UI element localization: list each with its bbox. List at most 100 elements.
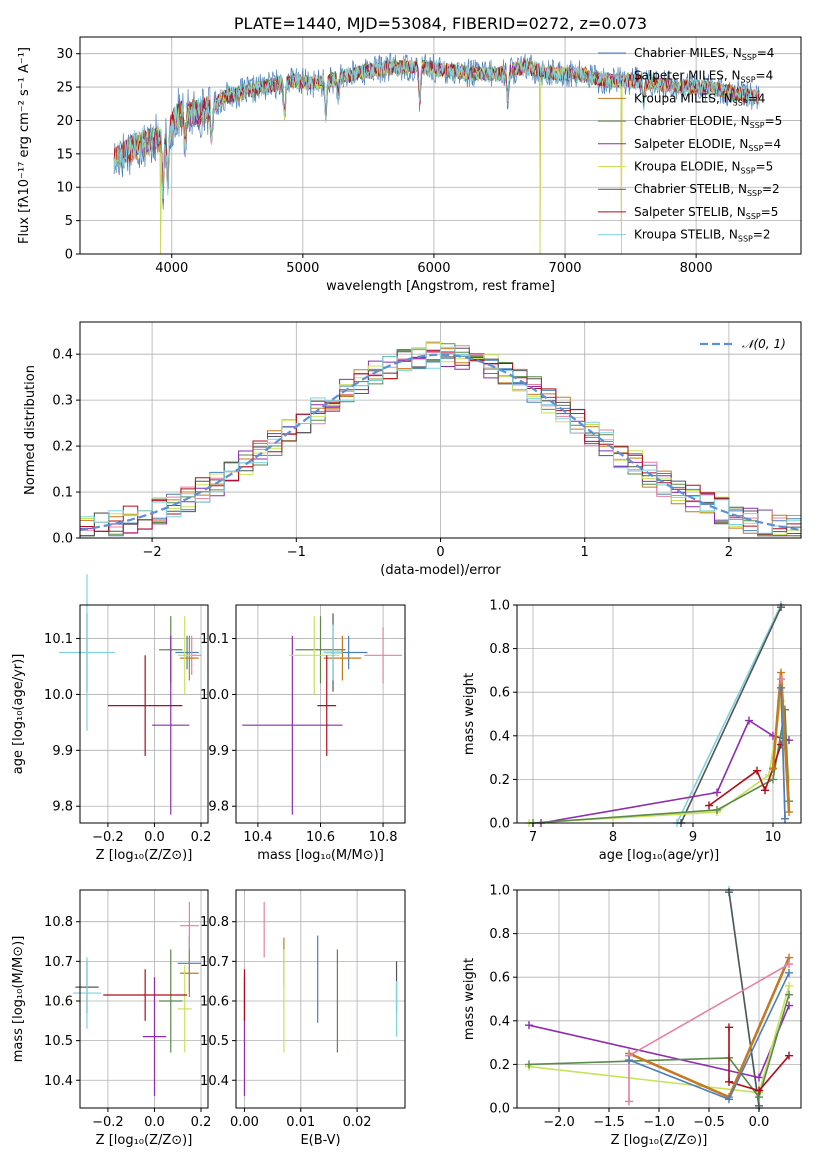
weight-marker [755, 1086, 763, 1095]
weight-marker [705, 801, 713, 810]
x-tick-label: 0.01 [286, 1115, 315, 1130]
errorbar-point [242, 635, 343, 815]
age_vs_mass-errorbars [242, 613, 402, 815]
y-tick-label: 0.0 [489, 817, 510, 832]
spectrum-frame [79, 36, 802, 255]
errorbar-point [295, 616, 346, 684]
y-tick-label: 10.8 [200, 915, 229, 930]
x-tick-label: 10 [765, 830, 782, 845]
legend-sub: SSP [742, 53, 757, 62]
weight-marker [713, 805, 721, 814]
weight_vs_Z-xlabel: Z [log₁₀(Z/Z⊙)] [611, 1133, 708, 1148]
y-tick-label: 0.0 [52, 532, 73, 547]
weight-line [728, 892, 760, 1106]
x-tick-label: −1 [287, 545, 306, 560]
legend-label: Kroupa ELODIE, N [634, 160, 741, 174]
legend-sub: SSP [741, 76, 756, 85]
errorbar-point [175, 635, 199, 670]
mass_vs_Z-errorbars [73, 901, 202, 1097]
y-tick-label: 10.1 [44, 632, 73, 647]
errorbar-point [107, 655, 183, 756]
errorbar-point [323, 635, 362, 681]
y-tick-label: 0.4 [52, 348, 73, 363]
mass_vs_EBV-frame [235, 889, 406, 1109]
weight-marker [725, 1095, 733, 1104]
weight-marker [769, 764, 777, 773]
errorbar-point [103, 969, 188, 1021]
y-tick-label: 10.8 [44, 915, 73, 930]
age_vs_Z-errorbars [59, 574, 202, 815]
y-tick-label: 10.7 [200, 955, 229, 970]
legend-sub: SSP [741, 167, 756, 176]
legend-entry: Kroupa STELIB, NSSP=2 [634, 228, 771, 244]
y-tick-label: 9.9 [208, 744, 229, 759]
errorbar-point [152, 635, 190, 815]
y-tick-label: 0.4 [489, 729, 510, 744]
weight_vs_age-frame [516, 604, 802, 824]
legend-count: =5 [765, 114, 783, 128]
legend-sub: SSP [733, 98, 748, 107]
y-tick-label: 1.0 [489, 599, 510, 614]
y-tick-label: 10 [56, 181, 73, 196]
legend-entry: Salpeter MILES, NSSP=4 [634, 69, 773, 85]
x-tick-label: 7000 [548, 261, 581, 276]
y-tick-label: 10.4 [44, 1074, 73, 1089]
weight_vs_age-ylabel: mass weight [462, 673, 477, 755]
x-tick-label: 8000 [680, 261, 713, 276]
spectrum-title: PLATE=1440, MJD=53084, FIBERID=0272, z=0… [234, 14, 647, 33]
errorbar-point [323, 624, 343, 681]
spectrum-axes: 4000 5000 6000 7000 8000 0 5 10 15 20 25 30 waveleng… [17, 14, 802, 294]
x-tick-label: 0.02 [343, 1115, 372, 1130]
errorbar-point [180, 949, 199, 998]
legend-label: Chabrier STELIB, N [634, 182, 747, 196]
weight_vs_age-axes: 7 8 9 10 0.0 0.2 0.4 0.6 0.8 1.0 age [log₁₀(age/yr… [462, 599, 802, 863]
y-tick-label: 10.5 [200, 1034, 229, 1049]
errorbar-point [59, 574, 115, 731]
age_vs_Z-xlabel: Z [log₁₀(Z/Z⊙)] [96, 848, 193, 863]
legend-count: =5 [761, 205, 779, 219]
residual-histograms [80, 341, 801, 537]
weight-marker [525, 1060, 533, 1069]
x-tick-label: −0.2 [92, 830, 124, 845]
legend-label: Chabrier MILES, N [634, 46, 742, 60]
normal-reference-curve [80, 353, 801, 531]
x-tick-label: 0.0 [144, 1115, 165, 1130]
mass_vs_Z-axes: −0.2 0.0 0.2 10.4 10.5 10.6 10.7 10.8 Z [log₁₀(Z… [11, 889, 211, 1148]
y-tick-label: 0.0 [489, 1102, 510, 1117]
y-tick-label: 0.6 [489, 686, 510, 701]
weight-marker [725, 1077, 733, 1086]
y-tick-label: 0.1 [52, 486, 73, 501]
x-tick-label: −1.0 [643, 1115, 675, 1130]
age_vs_Z-axes: −0.2 0.0 0.2 9.8 9.9 10.0 10.1 Z [log₁₀(Z/Z⊙)] a… [11, 574, 211, 863]
weight-line [676, 604, 782, 824]
x-tick-label: 9 [689, 830, 697, 845]
y-tick-label: 0.2 [489, 773, 510, 788]
weight-marker [761, 786, 769, 795]
x-tick-label: −2.0 [543, 1115, 575, 1130]
legend-label: Salpeter STELIB, N [634, 205, 746, 219]
weight-marker [625, 1056, 633, 1065]
x-tick-label: 0.0 [144, 830, 165, 845]
errorbar-point [180, 901, 199, 950]
weight-marker [785, 1051, 793, 1060]
legend-entry: Chabrier ELODIE, NSSP=5 [634, 114, 782, 130]
weight-marker [785, 968, 793, 977]
errorbar-point [142, 977, 167, 1097]
x-tick-label: 10.4 [243, 830, 272, 845]
y-tick-label: 0.3 [52, 394, 73, 409]
legend-count: =4 [763, 137, 781, 151]
legend-entry: Chabrier MILES, NSSP=4 [634, 46, 774, 62]
residuals-xlabel: (data-model)/error [380, 563, 501, 578]
legend-entry: Salpeter STELIB, NSSP=5 [634, 205, 778, 221]
weight-marker [777, 683, 785, 692]
y-tick-label: 1.0 [489, 884, 510, 899]
y-tick-label: 10.6 [44, 994, 73, 1009]
legend-count: =4 [756, 69, 774, 83]
y-tick-label: 0.6 [489, 971, 510, 986]
x-tick-label: −0.5 [693, 1115, 725, 1130]
y-tick-label: 10.1 [200, 632, 229, 647]
y-tick-label: 0.8 [489, 642, 510, 657]
weight-marker [777, 675, 785, 684]
x-tick-label: −0.2 [92, 1115, 124, 1130]
weight-line [728, 1027, 790, 1092]
